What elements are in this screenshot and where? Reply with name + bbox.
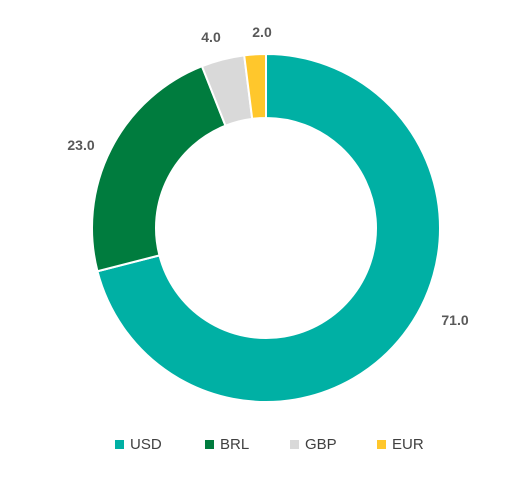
data-label-usd: 71.0 bbox=[441, 312, 468, 328]
legend-swatch-gbp bbox=[290, 440, 299, 449]
data-labels: 71.0 23.0 4.0 2.0 bbox=[67, 24, 468, 328]
slice-eur bbox=[243, 52, 267, 120]
legend-swatch-usd bbox=[115, 440, 124, 449]
data-label-gbp: 4.0 bbox=[201, 29, 221, 45]
slice-brl bbox=[91, 64, 227, 273]
legend-label-gbp: GBP bbox=[305, 436, 337, 453]
data-label-brl: 23.0 bbox=[67, 137, 94, 153]
legend: USD BRL GBP EUR bbox=[115, 436, 424, 453]
legend-label-eur: EUR bbox=[392, 436, 424, 453]
legend-label-brl: BRL bbox=[220, 436, 249, 453]
legend-swatch-brl bbox=[205, 440, 214, 449]
legend-label-usd: USD bbox=[130, 436, 162, 453]
data-label-eur: 2.0 bbox=[252, 24, 272, 40]
slice-usd bbox=[96, 52, 441, 403]
legend-swatch-eur bbox=[377, 440, 386, 449]
donut-slices bbox=[91, 52, 441, 403]
